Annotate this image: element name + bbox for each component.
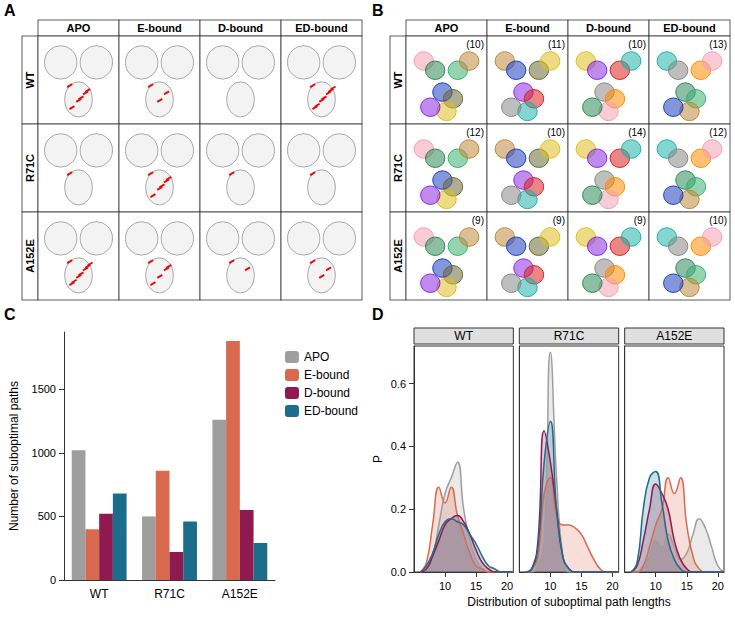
svg-text:(10): (10) [547, 127, 565, 138]
svg-text:(10): (10) [709, 215, 727, 226]
svg-text:R71C: R71C [24, 154, 36, 182]
svg-text:15: 15 [470, 580, 482, 592]
svg-text:P: P [371, 455, 385, 463]
svg-text:(12): (12) [466, 127, 484, 138]
svg-text:(9): (9) [472, 215, 484, 226]
svg-text:WT: WT [90, 587, 109, 601]
svg-text:0: 0 [50, 574, 56, 586]
svg-text:WT: WT [454, 329, 473, 343]
svg-text:E-bound: E-bound [137, 22, 182, 34]
svg-text:10: 10 [544, 580, 556, 592]
svg-text:0.2: 0.2 [391, 503, 406, 515]
svg-text:0.0: 0.0 [391, 566, 406, 578]
svg-text:D: D [372, 306, 384, 323]
svg-text:Number of suboptimal paths: Number of suboptimal paths [7, 381, 21, 531]
svg-text:(11): (11) [548, 39, 565, 50]
svg-text:ED-bound: ED-bound [304, 404, 358, 418]
svg-text:1000: 1000 [32, 447, 56, 459]
svg-text:WT: WT [24, 71, 36, 88]
svg-text:(10): (10) [466, 39, 484, 50]
svg-text:15: 15 [681, 580, 693, 592]
svg-text:10: 10 [439, 580, 451, 592]
svg-text:15: 15 [575, 580, 587, 592]
svg-text:10: 10 [650, 580, 662, 592]
svg-text:A152E: A152E [656, 329, 692, 343]
svg-text:500: 500 [38, 510, 56, 522]
svg-text:20: 20 [501, 580, 513, 592]
svg-text:B: B [372, 2, 384, 19]
svg-text:A152E: A152E [222, 587, 258, 601]
svg-text:ED-bound: ED-bound [295, 22, 348, 34]
svg-text:R71C: R71C [392, 154, 404, 182]
svg-text:20: 20 [606, 580, 618, 592]
svg-text:0.6: 0.6 [391, 378, 406, 390]
svg-text:APO: APO [435, 22, 459, 34]
svg-text:1500: 1500 [32, 383, 56, 395]
svg-text:D-bound: D-bound [218, 22, 263, 34]
svg-text:E-bound: E-bound [505, 22, 550, 34]
svg-text:D-bound: D-bound [304, 386, 350, 400]
svg-text:(13): (13) [709, 39, 727, 50]
svg-text:APO: APO [67, 22, 91, 34]
svg-text:R71C: R71C [554, 329, 585, 343]
svg-text:A: A [4, 2, 16, 19]
svg-text:(9): (9) [553, 215, 565, 226]
svg-text:Distribution of suboptimal pat: Distribution of suboptimal path lengths [467, 595, 670, 609]
svg-text:A152E: A152E [392, 239, 404, 273]
svg-text:ED-bound: ED-bound [663, 22, 716, 34]
svg-text:(10): (10) [628, 39, 646, 50]
svg-text:(12): (12) [709, 127, 727, 138]
svg-text:R71C: R71C [154, 587, 185, 601]
svg-text:C: C [4, 306, 16, 323]
svg-text:WT: WT [392, 71, 404, 88]
svg-text:A152E: A152E [24, 239, 36, 273]
svg-text:(9): (9) [634, 215, 646, 226]
svg-text:20: 20 [712, 580, 724, 592]
svg-text:D-bound: D-bound [586, 22, 631, 34]
svg-text:0.4: 0.4 [391, 440, 406, 452]
svg-text:E-bound: E-bound [304, 368, 349, 382]
svg-text:(14): (14) [628, 127, 646, 138]
svg-text:APO: APO [304, 350, 329, 364]
